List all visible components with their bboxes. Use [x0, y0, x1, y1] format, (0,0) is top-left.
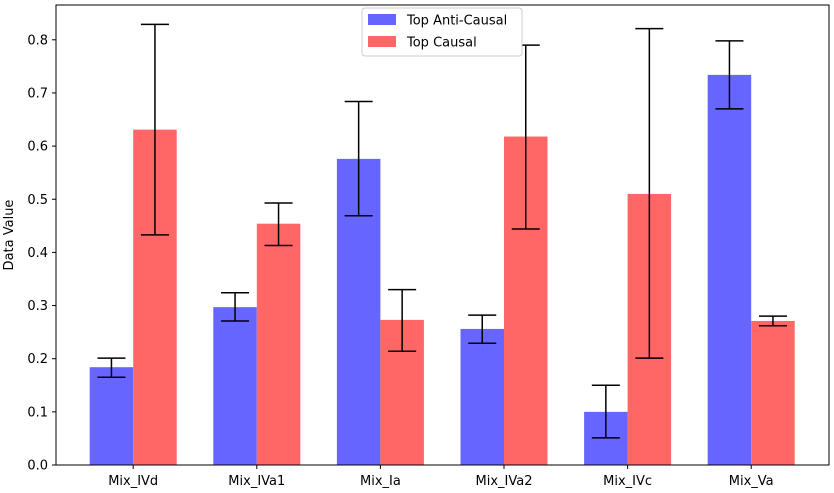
error-bar-causal-mix_va [758, 315, 787, 327]
error-bar-causal-mix_ivc [635, 27, 664, 359]
y-tick-label: 0.4 [27, 246, 48, 261]
error-bar-anti-causal-mix_iva1 [221, 292, 250, 322]
plot-frame [55, 4, 830, 466]
y-axis: 0.0 0.1 0.2 0.3 0.4 0.5 0.6 0.7 0.8 [27, 33, 56, 474]
error-bar-anti-causal-mix_ia [344, 100, 373, 217]
y-tick-label: 0.5 [27, 193, 48, 208]
y-axis-label: Data Value [2, 200, 17, 271]
bar-causal-mix_va [751, 320, 795, 465]
plot-bars [89, 74, 795, 465]
y-tick-label: 0.7 [27, 86, 48, 101]
error-bar-anti-causal-mix_va [715, 40, 744, 110]
bar-anti-causal-mix_iva1 [213, 307, 257, 465]
y-tick-label: 0.3 [27, 299, 48, 314]
error-bar-anti-causal-mix_ivc [591, 384, 620, 439]
x-axis: Mix_IVd Mix_IVa1 Mix_Ia Mix_IVa2 Mix_IVc Mix_… [108, 465, 774, 489]
legend-swatch [368, 36, 396, 47]
x-tick-label: Mix_IVc [603, 474, 652, 489]
error-bar-causal-mix_ia [388, 288, 417, 353]
error-bar-anti-causal-mix_ivd [97, 357, 126, 379]
x-tick-label: Mix_IVa2 [476, 474, 533, 489]
legend-swatch [368, 14, 396, 25]
y-tick-label: 0.0 [27, 459, 48, 474]
y-tick-label: 0.2 [27, 352, 48, 367]
error-bar-anti-causal-mix_iva2 [468, 314, 497, 345]
legend-box [361, 7, 523, 57]
bar-anti-causal-mix_ivd [89, 367, 134, 465]
legend-entry-label: Top Causal [406, 36, 477, 51]
legend: Top Anti-Causal Top Causal [361, 7, 523, 57]
x-tick-label: Mix_IVa1 [228, 474, 285, 489]
legend-entry-label: Top Anti-Causal [406, 14, 507, 29]
bar-anti-causal-mix_va [707, 74, 752, 465]
x-tick-label: Mix_IVd [108, 474, 158, 489]
error-bar-causal-mix_iva1 [264, 202, 293, 247]
x-tick-label: Mix_Ia [360, 474, 401, 489]
y-tick-label: 0.8 [27, 33, 48, 48]
error-bar-causal-mix_ivd [140, 23, 169, 236]
plot-error-bars [97, 23, 787, 439]
x-tick-label: Mix_Va [729, 474, 774, 489]
bar-causal-mix_iva1 [256, 223, 301, 465]
y-tick-label: 0.1 [27, 405, 48, 420]
bar-anti-causal-mix_iva2 [460, 328, 504, 465]
y-tick-label: 0.6 [27, 140, 48, 155]
